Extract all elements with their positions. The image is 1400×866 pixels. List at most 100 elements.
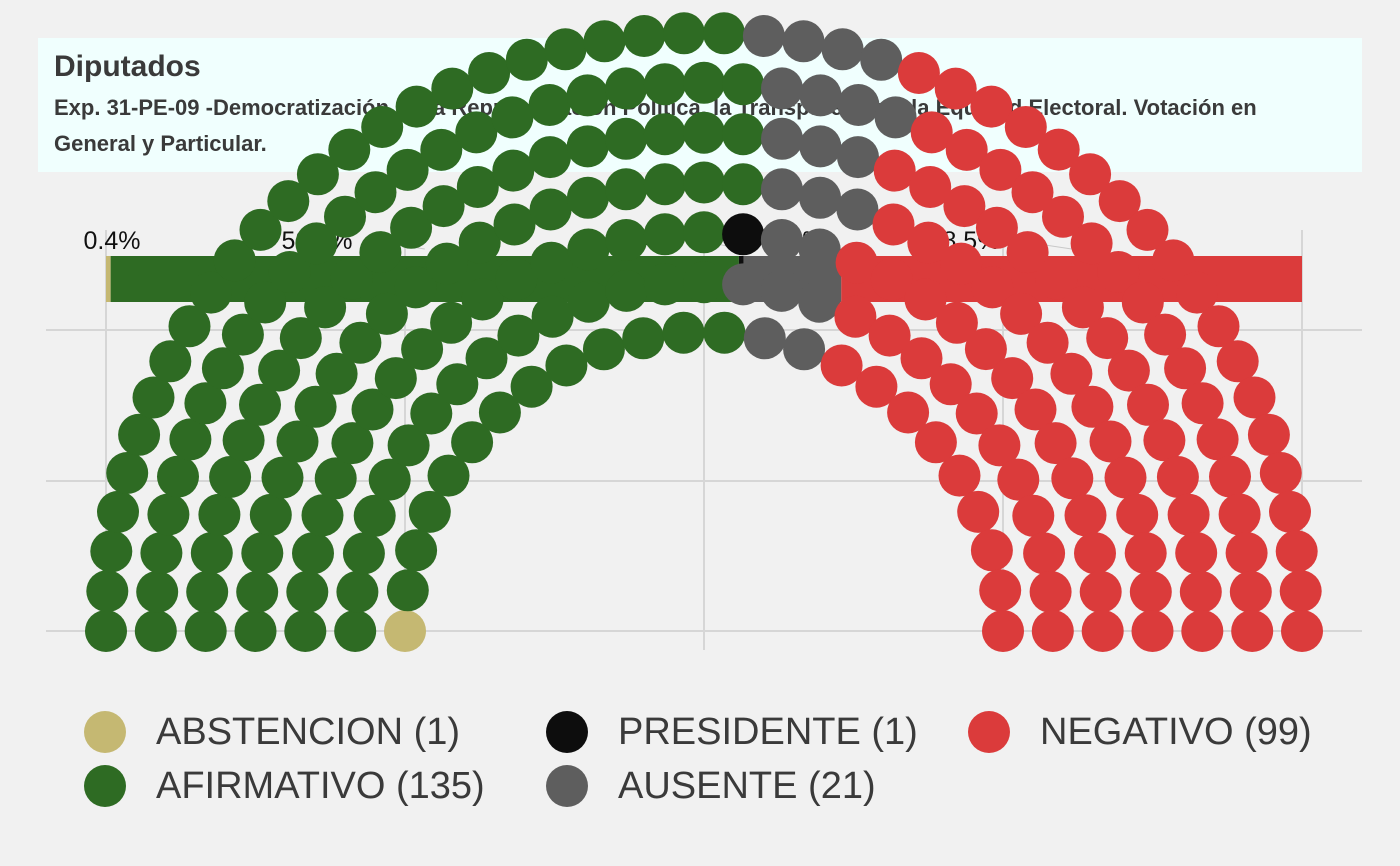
- seat-negativo: [1129, 570, 1172, 613]
- seat-afirmativo: [722, 113, 765, 156]
- seat-negativo: [872, 203, 915, 246]
- seat-afirmativo: [528, 84, 571, 126]
- seat-negativo: [1209, 455, 1251, 498]
- seat-afirmativo: [295, 222, 338, 265]
- seat-negativo: [943, 185, 986, 228]
- seat-afirmativo: [567, 228, 610, 271]
- seat-afirmativo: [529, 136, 571, 179]
- seat-afirmativo: [605, 269, 648, 312]
- seat-afirmativo: [643, 263, 686, 306]
- seat-afirmativo: [286, 570, 329, 613]
- seat-afirmativo: [386, 569, 429, 612]
- seat-negativo: [1181, 382, 1224, 425]
- seat-afirmativo: [510, 365, 553, 408]
- seat-afirmativo: [531, 295, 574, 338]
- seat-negativo: [1064, 494, 1107, 537]
- seat-afirmativo: [314, 457, 357, 500]
- seat-negativo: [1004, 106, 1047, 148]
- seat-afirmativo: [86, 570, 129, 613]
- seat-afirmativo: [258, 349, 301, 392]
- seat-afirmativo: [331, 422, 374, 465]
- seat-afirmativo: [605, 168, 648, 211]
- seat-presidente: [722, 213, 765, 256]
- seat-ausente: [799, 74, 842, 117]
- seat-afirmativo: [118, 413, 161, 456]
- seat-afirmativo: [431, 67, 474, 110]
- seat-afirmativo: [566, 125, 609, 168]
- seat-negativo: [1006, 231, 1049, 274]
- seat-afirmativo: [236, 570, 279, 613]
- seat-negativo: [1231, 610, 1274, 652]
- seat-negativo: [1023, 532, 1066, 575]
- seat-negativo: [1029, 570, 1072, 613]
- seat-negativo: [1089, 420, 1132, 463]
- seat-afirmativo: [368, 458, 411, 501]
- seat-afirmativo: [209, 456, 252, 498]
- seat-negativo: [1269, 490, 1311, 533]
- seat-afirmativo: [239, 383, 281, 426]
- legend-item-presidente: PRESIDENTE (1): [546, 706, 918, 758]
- seat-afirmativo: [683, 261, 725, 304]
- seat-afirmativo: [324, 195, 366, 238]
- seat-negativo: [1131, 610, 1174, 652]
- seat-negativo: [1031, 610, 1074, 652]
- seat-afirmativo: [643, 213, 686, 256]
- seat-negativo: [1126, 208, 1169, 251]
- seat-negativo: [970, 85, 1013, 128]
- seat-afirmativo: [410, 392, 453, 435]
- seat-afirmativo: [184, 610, 227, 652]
- seat-afirmativo: [301, 494, 344, 537]
- seat-afirmativo: [492, 149, 535, 192]
- seat-negativo: [1281, 610, 1323, 652]
- seat-negativo: [1042, 195, 1084, 238]
- seat-afirmativo: [497, 314, 540, 357]
- seat-negativo: [940, 242, 983, 285]
- legend-swatch: [84, 711, 126, 753]
- seat-negativo: [1218, 493, 1261, 536]
- seat-ausente: [799, 176, 842, 219]
- seat-afirmativo: [529, 188, 572, 231]
- legend-label: ABSTENCION (1): [156, 710, 461, 753]
- seat-afirmativo: [491, 96, 534, 139]
- seat-afirmativo: [605, 219, 648, 261]
- seat-negativo: [1233, 376, 1276, 419]
- seat-negativo: [1098, 180, 1141, 223]
- seat-afirmativo: [436, 363, 479, 406]
- seat-afirmativo: [451, 421, 494, 464]
- seat-negativo: [1116, 493, 1159, 536]
- seat-negativo: [1107, 349, 1150, 392]
- seat-afirmativo: [222, 419, 265, 462]
- seat-afirmativo: [420, 128, 463, 171]
- seat-negativo: [1144, 313, 1187, 356]
- seat-afirmativo: [90, 530, 133, 573]
- seat-negativo: [1143, 419, 1186, 462]
- seat-afirmativo: [605, 117, 647, 160]
- seat-afirmativo: [249, 493, 292, 536]
- seat-ausente: [761, 67, 803, 110]
- legend-item-abstencion: ABSTENCION (1): [84, 706, 460, 758]
- seat-afirmativo: [184, 382, 227, 425]
- seat-negativo: [970, 529, 1013, 572]
- seat-negativo: [834, 295, 877, 338]
- seat-afirmativo: [221, 313, 264, 356]
- seat-ausente: [743, 317, 786, 360]
- legend-label: AUSENTE (21): [618, 764, 876, 807]
- seat-negativo: [1196, 418, 1239, 461]
- seat-negativo: [1079, 570, 1122, 613]
- seat-ausente: [837, 84, 880, 126]
- seat-negativo: [1152, 239, 1195, 282]
- seat-afirmativo: [365, 292, 408, 335]
- seat-abstencion: [384, 610, 426, 652]
- seat-afirmativo: [374, 357, 417, 400]
- seat-afirmativo: [643, 163, 686, 206]
- seat-negativo: [971, 266, 1014, 309]
- seat-negativo: [907, 221, 950, 264]
- seat-afirmativo: [276, 420, 319, 463]
- seat-negativo: [900, 337, 943, 380]
- seat-afirmativo: [567, 280, 610, 323]
- seat-negativo: [1050, 352, 1093, 395]
- seat-ausente: [799, 125, 842, 168]
- seat-afirmativo: [722, 63, 765, 106]
- seat-afirmativo: [395, 85, 438, 128]
- seat-afirmativo: [495, 258, 538, 301]
